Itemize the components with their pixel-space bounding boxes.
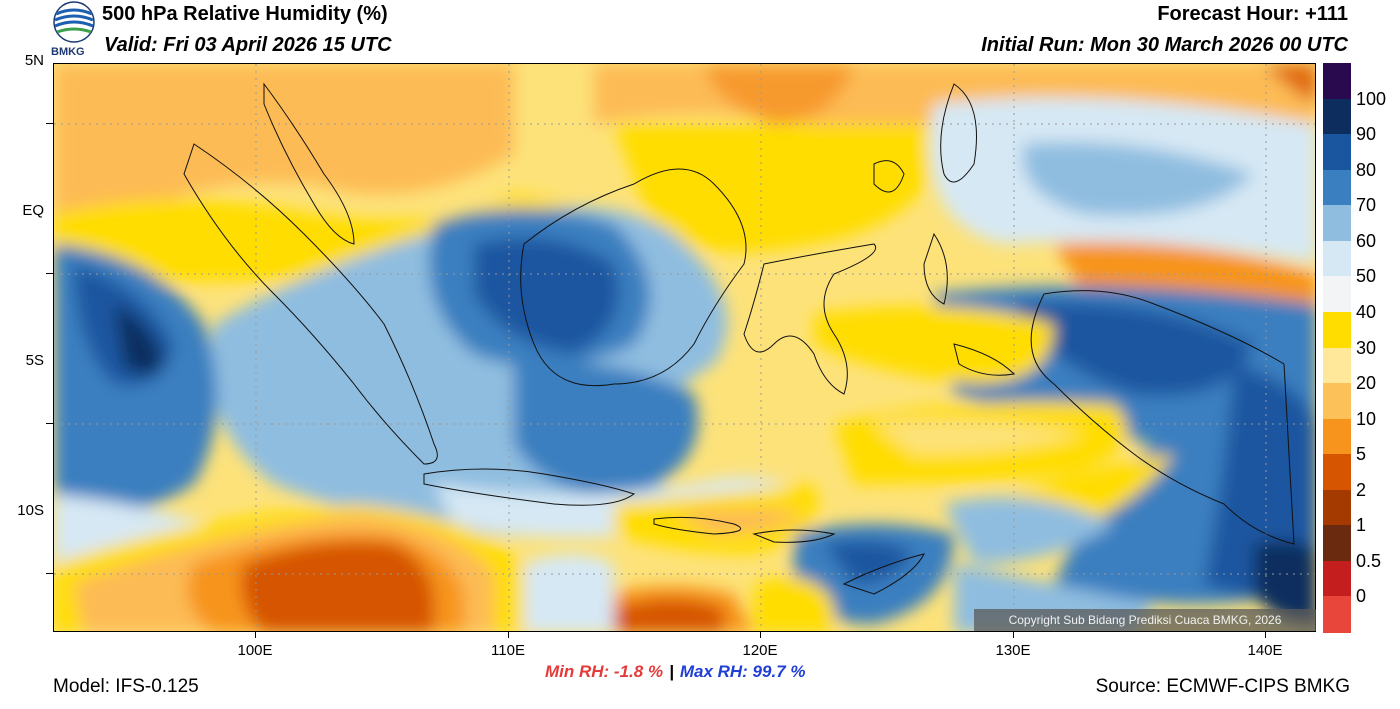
colorbar-cell	[1323, 383, 1351, 420]
colorbar-cell	[1323, 525, 1351, 562]
humidity-map[interactable]	[53, 63, 1316, 632]
model-label: Model: IFS-0.125	[53, 676, 199, 697]
map-title: 500 hPa Relative Humidity (%)	[102, 3, 388, 25]
colorbar-label: 100	[1356, 88, 1387, 109]
colorbar-label: 80	[1356, 159, 1377, 180]
colorbar-cell	[1323, 63, 1351, 100]
colorbar-label: 0.5	[1356, 550, 1382, 571]
lat-tick	[46, 123, 53, 124]
copyright-notice: Copyright Sub Bidang Prediksi Cuaca BMKG…	[974, 609, 1316, 631]
logo-text: BMKG	[51, 46, 85, 58]
lat-label-eq: EQ	[22, 202, 44, 219]
humidity-field	[54, 64, 1315, 631]
lon-label-100e: 100E	[237, 642, 273, 659]
colorbar-label: 0	[1356, 586, 1367, 607]
lon-label-110e: 110E	[491, 642, 525, 659]
colorbar-cell	[1323, 276, 1351, 313]
colorbar-cell	[1323, 560, 1351, 597]
colorbar-label: 90	[1356, 124, 1377, 145]
colorbar-label: 70	[1356, 195, 1377, 216]
colorbar-label: 40	[1356, 301, 1377, 322]
lat-label-5s: 5S	[25, 352, 44, 369]
lon-label-130e: 130E	[995, 642, 1031, 659]
colorbar-label: 10	[1356, 408, 1377, 429]
lon-tick	[255, 632, 256, 638]
lon-label-120e: 120E	[742, 642, 778, 659]
colorbar-label: 1	[1356, 515, 1367, 536]
lat-tick	[46, 573, 53, 574]
max-rh: Max RH: 99.7 %	[679, 662, 806, 681]
colorbar-cell	[1323, 240, 1351, 277]
lon-tick	[1265, 632, 1266, 638]
lon-tick	[1013, 632, 1014, 638]
lon-tick	[508, 632, 509, 638]
lon-tick	[760, 632, 761, 638]
colorbar-label: 5	[1356, 444, 1367, 465]
initial-run: Initial Run: Mon 30 March 2026 00 UTC	[981, 34, 1348, 56]
colorbar-label: 50	[1356, 266, 1377, 287]
lon-label-140e: 140E	[1247, 642, 1283, 659]
forecast-hour: Forecast Hour: +111	[1157, 3, 1348, 25]
valid-time: Valid: Fri 03 April 2026 15 UTC	[104, 34, 392, 56]
lat-label-10s: 10S	[17, 502, 44, 519]
colorbar-label: 60	[1356, 230, 1377, 251]
lat-tick	[46, 423, 53, 424]
coastlines	[183, 82, 1295, 595]
colorbar-cell	[1323, 596, 1351, 633]
colorbar-cell	[1323, 454, 1351, 491]
colorbar-cell	[1323, 134, 1351, 171]
colorbar-cell	[1323, 311, 1351, 348]
stats-separator: |	[669, 662, 674, 681]
colorbar-label: 20	[1356, 373, 1377, 394]
lat-tick	[46, 273, 53, 274]
field-blobs	[54, 64, 1315, 631]
colorbar-cell	[1323, 205, 1351, 242]
colorbar-label: 2	[1356, 479, 1367, 500]
colorbar-cell	[1323, 418, 1351, 455]
rh-stats: Min RH: -1.8 % | Max RH: 99.7 %	[545, 662, 806, 682]
colorbar	[1323, 63, 1351, 633]
min-rh: Min RH: -1.8 %	[545, 662, 664, 681]
colorbar-cell	[1323, 98, 1351, 135]
source-label: Source: ECMWF-CIPS BMKG	[1095, 676, 1350, 697]
colorbar-cell	[1323, 169, 1351, 206]
lat-label-5n: 5N	[24, 52, 44, 69]
colorbar-label: 30	[1356, 337, 1377, 358]
bmkg-logo	[53, 1, 95, 43]
grid-lines	[54, 64, 1315, 631]
colorbar-cell	[1323, 347, 1351, 384]
colorbar-cell	[1323, 489, 1351, 526]
